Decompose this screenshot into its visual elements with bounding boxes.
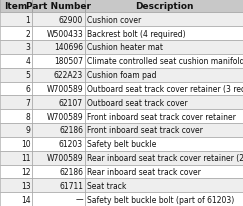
Text: Cushion cover: Cushion cover [87,16,141,25]
Bar [32,68,85,82]
Text: W500433: W500433 [46,29,83,38]
Bar [0,13,32,27]
Text: 6: 6 [26,84,30,94]
Bar [85,96,243,110]
Text: 11: 11 [21,153,30,162]
Bar [85,110,243,123]
Text: Outboard seat track cover: Outboard seat track cover [87,98,188,107]
Bar [85,192,243,206]
Bar [0,123,32,137]
Text: Cushion foam pad: Cushion foam pad [87,71,156,80]
Bar [0,0,32,13]
Bar [0,41,32,55]
Bar [85,178,243,192]
Bar [85,165,243,178]
Bar [32,151,85,165]
Text: 622A23: 622A23 [54,71,83,80]
Bar [32,165,85,178]
Text: Seat track: Seat track [87,181,126,190]
Text: 10: 10 [21,140,30,149]
Bar [0,151,32,165]
Bar [85,41,243,55]
Bar [0,178,32,192]
Bar [32,137,85,151]
Bar [32,82,85,96]
Bar [85,68,243,82]
Bar [85,137,243,151]
Bar [32,110,85,123]
Text: W700589: W700589 [46,84,83,94]
Bar [32,96,85,110]
Text: 62186: 62186 [59,167,83,176]
Bar [0,110,32,123]
Text: 62900: 62900 [59,16,83,25]
Bar [32,27,85,41]
Text: 13: 13 [21,181,30,190]
Bar [32,178,85,192]
Text: 5: 5 [26,71,30,80]
Text: 9: 9 [26,126,30,135]
Text: 62107: 62107 [59,98,83,107]
Bar [85,55,243,68]
Bar [32,123,85,137]
Bar [85,151,243,165]
Text: Front inboard seat track cover retainer: Front inboard seat track cover retainer [87,112,236,121]
Text: 7: 7 [26,98,30,107]
Bar [0,55,32,68]
Bar [32,0,85,13]
Text: Rear inboard seat track cover: Rear inboard seat track cover [87,167,201,176]
Text: 61203: 61203 [59,140,83,149]
Text: Backrest bolt (4 required): Backrest bolt (4 required) [87,29,186,38]
Text: Climate controlled seat cushion manifold (if equipped): Climate controlled seat cushion manifold… [87,57,243,66]
Text: Outboard seat track cover retainer (3 required): Outboard seat track cover retainer (3 re… [87,84,243,94]
Bar [85,0,243,13]
Text: Cushion heater mat: Cushion heater mat [87,43,163,52]
Text: 14: 14 [21,195,30,204]
Text: W700589: W700589 [46,112,83,121]
Text: 4: 4 [26,57,30,66]
Text: Part Number: Part Number [26,2,91,11]
Text: 3: 3 [26,43,30,52]
Text: Front inboard seat track cover: Front inboard seat track cover [87,126,203,135]
Text: 180507: 180507 [54,57,83,66]
Bar [32,13,85,27]
Bar [0,68,32,82]
Bar [32,55,85,68]
Bar [32,192,85,206]
Text: 8: 8 [26,112,30,121]
Text: Description: Description [135,2,193,11]
Bar [0,192,32,206]
Text: 62186: 62186 [59,126,83,135]
Bar [85,82,243,96]
Text: 12: 12 [21,167,30,176]
Bar [85,27,243,41]
Text: —: — [76,195,83,204]
Bar [0,137,32,151]
Text: W700589: W700589 [46,153,83,162]
Text: Safety belt buckle bolt (part of 61203): Safety belt buckle bolt (part of 61203) [87,195,234,204]
Bar [0,27,32,41]
Text: 61711: 61711 [59,181,83,190]
Text: 140696: 140696 [54,43,83,52]
Text: 2: 2 [26,29,30,38]
Bar [85,123,243,137]
Bar [85,13,243,27]
Bar [0,165,32,178]
Bar [32,41,85,55]
Text: Safety belt buckle: Safety belt buckle [87,140,156,149]
Text: Item: Item [4,2,27,11]
Bar [0,96,32,110]
Text: Rear inboard seat track cover retainer (2 required): Rear inboard seat track cover retainer (… [87,153,243,162]
Bar [0,82,32,96]
Text: 1: 1 [26,16,30,25]
